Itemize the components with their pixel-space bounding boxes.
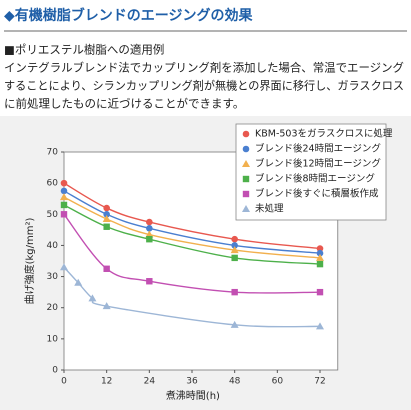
marker: [146, 218, 153, 226]
legend-marker: [242, 190, 250, 198]
marker: [231, 235, 238, 243]
marker: [316, 249, 324, 257]
marker: [231, 242, 238, 249]
marker: [230, 320, 239, 328]
marker: [316, 260, 324, 268]
y-tick-label: 60: [47, 179, 59, 189]
body-line: することにより、シランカップリング剤が無機との界面に移行し、ガラスクロス: [4, 79, 404, 93]
y-tick-label: 30: [47, 272, 59, 282]
x-tick-label: 72: [314, 377, 325, 387]
x-tick-label: 48: [229, 377, 241, 387]
y-tick-label: 40: [47, 241, 59, 251]
legend-label: ブレンド後24時間エージング: [255, 143, 381, 155]
legend-marker: [242, 130, 250, 138]
series-line: [63, 182, 321, 250]
marker: [103, 204, 110, 212]
series-line: [63, 213, 321, 294]
legend-label: ブレンド後12時間エージング: [255, 158, 381, 170]
marker: [103, 210, 110, 218]
marker: [60, 263, 68, 271]
marker: [231, 288, 238, 296]
page-title: ◆有機樹脂ブレンドのエージングの効果: [4, 7, 253, 24]
y-tick-label: 0: [52, 366, 58, 376]
marker: [316, 253, 324, 261]
y-axis-label: 曲げ強度(kg/mm²): [23, 218, 36, 305]
marker: [102, 302, 111, 310]
marker: [230, 246, 239, 254]
legend-label: ブレンド後すぐに積層板作成: [255, 188, 379, 200]
series-line: [63, 196, 321, 259]
marker: [88, 294, 97, 302]
marker: [146, 278, 153, 285]
body-line: に前処理したものに近づけることができます。: [4, 97, 244, 111]
x-tick-label: 12: [101, 377, 112, 387]
marker: [146, 225, 153, 232]
marker: [316, 245, 324, 252]
legend-label: 未処理: [255, 203, 284, 215]
series-line: [63, 190, 321, 254]
marker: [60, 211, 68, 218]
legend-label: KBM-503をガラスクロスに処理: [255, 128, 393, 140]
legend-marker: [242, 175, 250, 183]
marker: [102, 214, 111, 222]
marker: [103, 223, 110, 230]
section-heading: ■ポリエステル樹脂への適用例: [4, 43, 164, 57]
marker: [60, 201, 68, 209]
marker: [146, 236, 153, 243]
legend-marker: [242, 160, 250, 167]
marker: [60, 179, 68, 187]
legend-marker: [242, 145, 250, 153]
marker: [60, 193, 68, 201]
y-tick-label: 70: [47, 148, 59, 158]
x-tick-label: 0: [61, 377, 67, 387]
marker: [316, 288, 324, 296]
x-axis-label: 煮沸時間(h): [166, 389, 220, 402]
chart: 0 10 20 30 40 50 60 70 0 12 24 36 48 60 72 煮沸時間(h) 曲げ強度(…: [23, 123, 393, 402]
marker: [145, 230, 154, 238]
marker: [60, 187, 68, 195]
marker: [103, 265, 110, 272]
marker: [231, 254, 238, 262]
legend-box: [235, 123, 387, 221]
x-tick-label: 36: [186, 377, 198, 387]
y-tick-label: 10: [47, 334, 59, 344]
series-line: [63, 204, 321, 265]
marker: [316, 322, 324, 330]
body-line: インテグラルブレンド法でカップリング剤を添加した場合、常温でエージング: [4, 61, 404, 75]
y-tick-label: 20: [47, 303, 59, 313]
y-tick-label: 50: [47, 210, 59, 220]
x-tick-label: 60: [272, 377, 284, 387]
legend-marker: [242, 205, 250, 212]
legend-label: ブレンド後8時間エージング: [255, 173, 375, 185]
x-tick-label: 24: [144, 377, 156, 387]
marker: [74, 278, 83, 286]
